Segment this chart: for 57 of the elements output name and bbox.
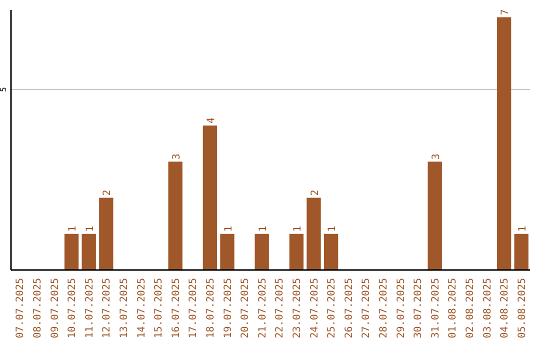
x-tick-label: 08.07.2025 xyxy=(32,278,44,338)
data-label: 2 xyxy=(310,190,321,196)
data-label: 1 xyxy=(327,226,338,232)
x-tick-label: 28.07.2025 xyxy=(378,278,390,338)
x-tick-label: 15.07.2025 xyxy=(154,278,165,338)
x-tick-label: 16.07.2025 xyxy=(170,278,182,338)
x-tick-label: 05.08.2025 xyxy=(516,278,528,338)
x-tick-label: 21.07.2025 xyxy=(257,278,268,338)
x-tick-label: 10.07.2025 xyxy=(67,278,78,338)
x-tick-label: 04.08.2025 xyxy=(500,278,511,338)
x-tick-label: 14.07.2025 xyxy=(136,278,148,338)
x-tick-label: 27.07.2025 xyxy=(361,278,372,338)
data-label: 1 xyxy=(68,226,79,232)
x-tick-label: 13.07.2025 xyxy=(118,278,130,338)
x-tick-label: 24.07.2025 xyxy=(309,278,320,338)
x-tick-label: 31.07.2025 xyxy=(430,278,442,338)
x-tick-label: 29.07.2025 xyxy=(396,278,407,338)
data-label: 1 xyxy=(223,226,234,232)
x-tick-label: 18.07.2025 xyxy=(205,278,216,338)
data-label: 1 xyxy=(84,226,96,232)
x-tick-label: 23.07.2025 xyxy=(292,278,303,338)
x-tick-label: 02.08.2025 xyxy=(464,278,476,338)
x-tick-label: 11.07.2025 xyxy=(84,278,96,338)
x-tick-label: 30.07.2025 xyxy=(413,278,424,338)
x-tick-label: 20.07.2025 xyxy=(240,278,252,338)
bar xyxy=(514,234,528,270)
bar xyxy=(220,234,234,270)
data-label: 7 xyxy=(500,9,512,16)
data-label: 1 xyxy=(292,226,304,232)
x-tick-label: 09.07.2025 xyxy=(50,278,61,338)
bar xyxy=(496,17,512,270)
bar xyxy=(202,126,218,270)
y-tick-label: 5 xyxy=(0,86,8,92)
x-tick-label: 07.07.2025 xyxy=(15,278,26,338)
bar xyxy=(99,198,114,270)
x-tick-label: 12.07.2025 xyxy=(102,278,113,338)
data-label: 2 xyxy=(102,190,114,196)
x-tick-label: 17.07.2025 xyxy=(188,278,200,338)
x-tick-label: 25.07.2025 xyxy=(326,278,338,338)
x-tick-label: 19.07.2025 xyxy=(222,278,234,338)
bar xyxy=(306,198,321,270)
bar xyxy=(64,234,79,270)
bar xyxy=(82,234,96,270)
bar xyxy=(428,162,442,270)
x-tick-label: 01.08.2025 xyxy=(448,278,459,338)
data-label: 3 xyxy=(171,154,182,160)
x-tick-label: 03.08.2025 xyxy=(482,278,494,338)
x-tick-label: 26.07.2025 xyxy=(344,278,355,338)
x-tick-label: 22.07.2025 xyxy=(274,278,286,338)
data-label: 1 xyxy=(258,226,269,232)
data-label: 4 xyxy=(206,118,217,124)
bar xyxy=(168,162,182,270)
bar xyxy=(324,234,338,270)
data-label: 3 xyxy=(430,154,442,160)
bar xyxy=(254,234,269,270)
data-label: 1 xyxy=(517,226,528,232)
bar xyxy=(289,234,304,270)
